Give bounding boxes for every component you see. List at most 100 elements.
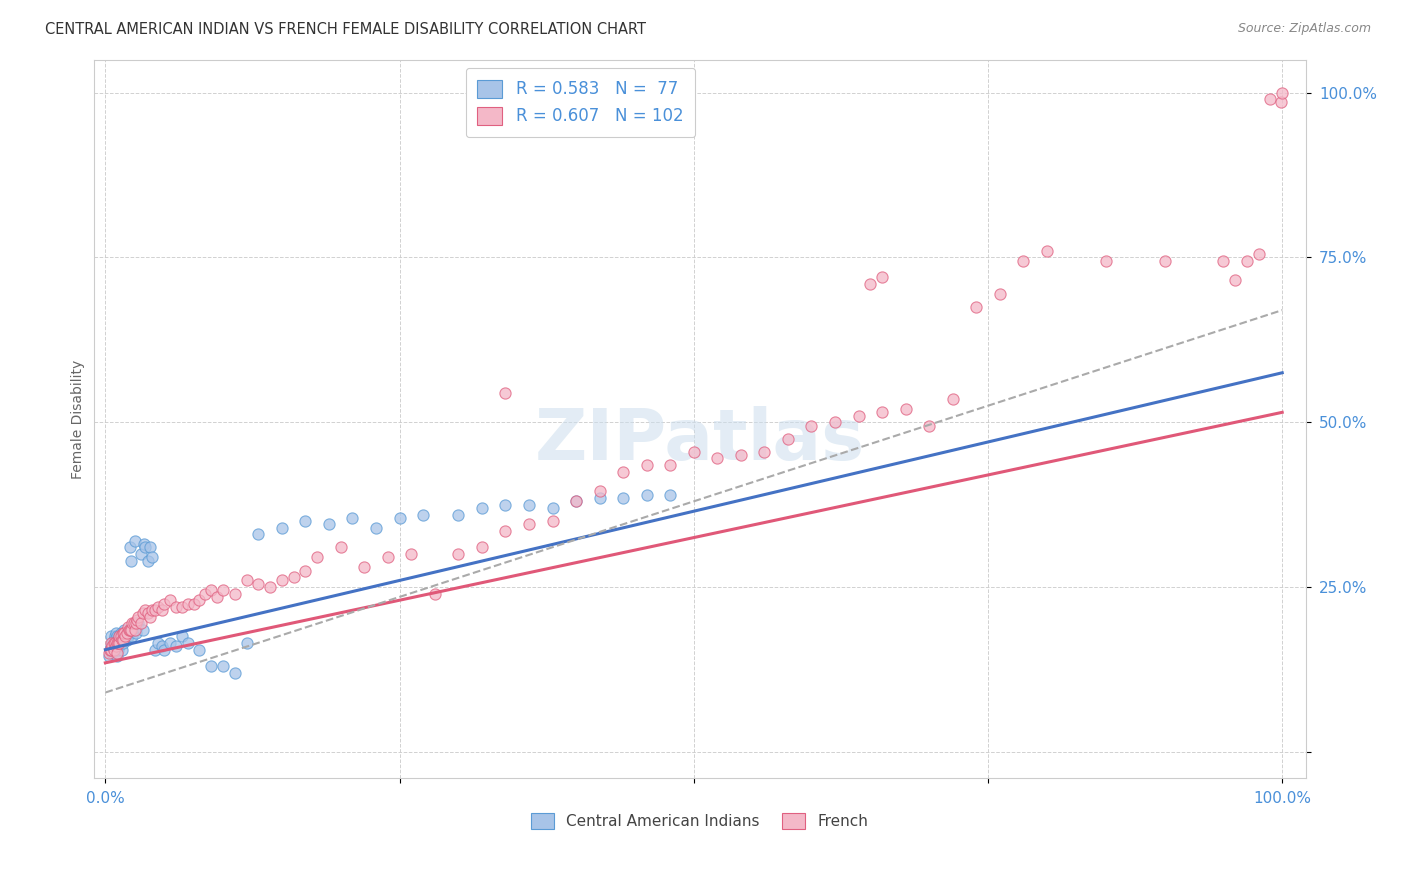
Point xyxy=(105,640,128,654)
Point xyxy=(101,636,124,650)
Point xyxy=(730,448,752,462)
Point xyxy=(170,599,193,614)
Point xyxy=(342,510,364,524)
Point xyxy=(1260,92,1282,106)
Point xyxy=(104,626,127,640)
Point xyxy=(894,402,917,417)
Point xyxy=(132,623,155,637)
Point xyxy=(112,632,135,647)
Point xyxy=(401,547,423,561)
Point xyxy=(588,484,610,499)
Point xyxy=(120,623,142,637)
Point xyxy=(612,491,634,505)
Point xyxy=(183,597,205,611)
Point xyxy=(118,626,141,640)
Point xyxy=(247,576,270,591)
Point xyxy=(108,630,131,644)
Point xyxy=(1270,95,1292,110)
Point xyxy=(247,527,270,541)
Point xyxy=(125,616,148,631)
Point xyxy=(105,630,128,644)
Point xyxy=(270,521,292,535)
Point xyxy=(121,616,143,631)
Point xyxy=(307,550,329,565)
Point xyxy=(612,465,634,479)
Point xyxy=(1212,253,1234,268)
Point xyxy=(353,560,375,574)
Point xyxy=(143,603,166,617)
Point xyxy=(447,547,470,561)
Point xyxy=(104,636,127,650)
Point xyxy=(111,632,134,647)
Point xyxy=(636,458,658,472)
Point xyxy=(150,640,173,654)
Point xyxy=(101,640,124,654)
Point xyxy=(97,646,120,660)
Legend: Central American Indians, French: Central American Indians, French xyxy=(524,807,875,835)
Point xyxy=(132,607,155,621)
Point xyxy=(1036,244,1059,258)
Point xyxy=(107,632,129,647)
Y-axis label: Female Disability: Female Disability xyxy=(72,359,86,478)
Point xyxy=(159,636,181,650)
Point xyxy=(235,574,257,588)
Point xyxy=(194,586,217,600)
Point xyxy=(848,409,870,423)
Point xyxy=(165,640,187,654)
Point xyxy=(127,619,149,633)
Point xyxy=(471,541,494,555)
Point xyxy=(98,642,121,657)
Point xyxy=(117,630,139,644)
Point xyxy=(129,547,152,561)
Point xyxy=(105,636,128,650)
Point xyxy=(377,550,399,565)
Point xyxy=(659,458,682,472)
Point xyxy=(170,630,193,644)
Point xyxy=(212,583,235,598)
Point xyxy=(942,392,965,406)
Point xyxy=(139,541,162,555)
Point xyxy=(329,541,352,555)
Point xyxy=(165,599,187,614)
Point xyxy=(98,642,121,657)
Point xyxy=(565,494,588,508)
Point xyxy=(318,517,340,532)
Point xyxy=(188,593,211,607)
Point xyxy=(283,570,305,584)
Point xyxy=(111,642,134,657)
Point xyxy=(200,583,222,598)
Point xyxy=(122,616,145,631)
Point xyxy=(103,636,125,650)
Point xyxy=(108,630,131,644)
Point xyxy=(120,623,142,637)
Point xyxy=(112,623,135,637)
Point xyxy=(104,640,127,654)
Point xyxy=(148,636,170,650)
Point xyxy=(111,636,134,650)
Point xyxy=(122,623,145,637)
Point xyxy=(120,554,142,568)
Point xyxy=(870,405,893,419)
Point xyxy=(111,626,134,640)
Point xyxy=(150,603,173,617)
Point xyxy=(447,508,470,522)
Point xyxy=(159,593,181,607)
Point xyxy=(859,277,882,291)
Point xyxy=(541,514,564,528)
Point xyxy=(143,642,166,657)
Point xyxy=(112,626,135,640)
Point xyxy=(1271,86,1294,100)
Point xyxy=(118,623,141,637)
Point xyxy=(134,537,156,551)
Point xyxy=(412,508,434,522)
Point xyxy=(115,632,138,647)
Point xyxy=(97,649,120,664)
Point xyxy=(111,632,134,647)
Point xyxy=(495,524,517,538)
Point xyxy=(110,630,132,644)
Point xyxy=(659,488,682,502)
Point xyxy=(141,603,163,617)
Point xyxy=(129,616,152,631)
Point xyxy=(541,500,564,515)
Point xyxy=(188,642,211,657)
